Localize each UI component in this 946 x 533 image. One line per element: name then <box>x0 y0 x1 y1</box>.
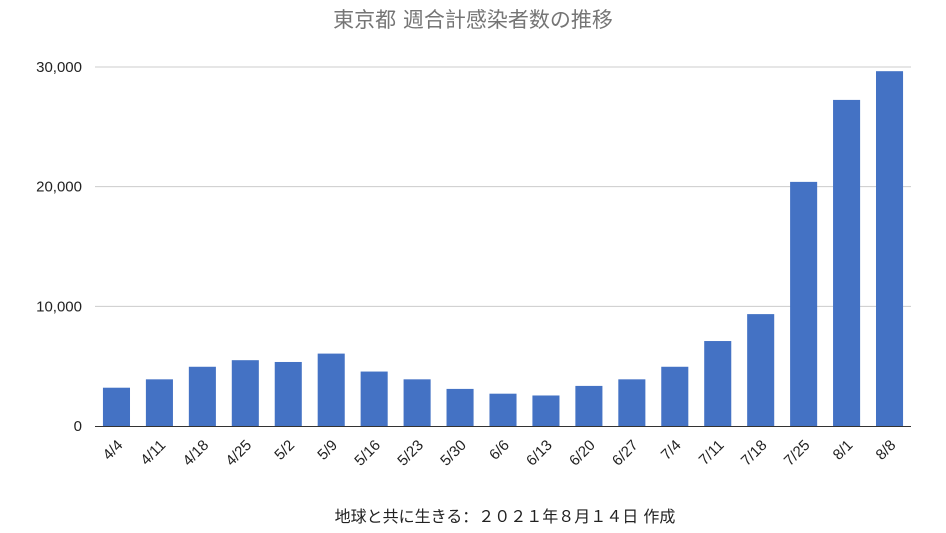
x-tick-label: 8/8 <box>873 437 900 464</box>
bar <box>489 393 517 426</box>
y-tick-label: 0 <box>74 418 82 435</box>
x-tick-label: 5/16 <box>351 437 384 470</box>
bar <box>145 379 173 426</box>
bar <box>274 361 302 426</box>
x-tick-label: 5/30 <box>437 437 470 470</box>
bar <box>188 366 216 426</box>
bar <box>446 388 474 426</box>
x-tick-label: 5/23 <box>394 437 427 470</box>
y-tick-label: 10,000 <box>36 298 82 315</box>
x-tick-label: 7/25 <box>781 437 814 470</box>
x-tick-label: 8/1 <box>830 437 857 464</box>
bars <box>102 71 904 427</box>
bar <box>618 379 646 426</box>
x-tick-label: 7/4 <box>658 437 685 464</box>
x-tick-label: 6/27 <box>609 437 642 470</box>
chart-title: 東京都 週合計感染者数の推移 <box>333 8 613 32</box>
bar <box>102 387 131 426</box>
bar <box>317 353 345 426</box>
x-tick-label: 5/9 <box>314 437 341 464</box>
x-tick-label: 4/4 <box>100 437 127 464</box>
x-tick-label: 6/13 <box>523 437 556 470</box>
bar <box>231 360 259 426</box>
y-tick-label: 20,000 <box>36 179 82 196</box>
x-tick-label: 6/20 <box>566 437 599 470</box>
x-tick-label: 4/25 <box>222 437 255 470</box>
x-tick-label: 4/11 <box>137 437 169 469</box>
x-tick-label: 6/6 <box>486 437 513 464</box>
x-tick-label: 4/18 <box>180 437 213 470</box>
bar <box>875 71 904 427</box>
bar <box>661 366 689 426</box>
x-tick-label: 7/11 <box>696 437 728 469</box>
x-tick-label: 7/18 <box>738 437 771 470</box>
bar <box>403 379 431 426</box>
y-axis-ticks: 0 10,000 20,000 30,000 <box>36 59 82 435</box>
bar <box>704 341 732 426</box>
bar <box>833 99 861 427</box>
bar <box>575 385 603 426</box>
bar <box>747 314 775 426</box>
x-tick-label: 5/2 <box>271 437 298 464</box>
x-axis-label: 地球と共に生きる：２０２１年８月１４日 作成 <box>335 507 676 526</box>
gridlines <box>95 66 911 307</box>
x-axis-ticks: 4/4 4/11 4/18 4/25 5/2 5/9 5/16 5/23 5/30 6/6 6/13… <box>100 437 900 470</box>
y-tick-label: 30,000 <box>36 59 82 76</box>
bar <box>532 395 560 426</box>
bar <box>790 181 818 426</box>
bar <box>360 371 388 426</box>
